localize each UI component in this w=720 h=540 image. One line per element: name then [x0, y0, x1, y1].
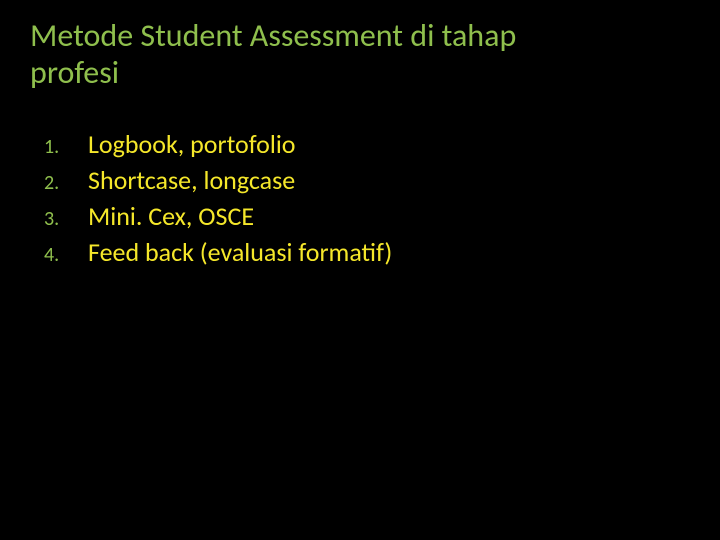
list-number: 3.	[44, 207, 88, 231]
list-item: 3. Mini. Cex, OSCE	[44, 200, 690, 232]
list-text: Shortcase, longcase	[88, 164, 690, 196]
list-item: 1. Logbook, portofolio	[44, 128, 690, 160]
title-line-2: profesi	[30, 53, 119, 92]
list-number: 1.	[44, 135, 88, 159]
title-line-1: Metode Student Assessment di tahap	[30, 16, 516, 55]
list-text: Feed back (evaluasi formatif)	[88, 236, 690, 268]
list-item: 4. Feed back (evaluasi formatif)	[44, 236, 690, 268]
slide-title: Metode Student Assessment di tahap profe…	[30, 18, 690, 92]
assessment-list: 1. Logbook, portofolio 2. Shortcase, lon…	[30, 128, 690, 268]
list-text: Mini. Cex, OSCE	[88, 200, 690, 232]
list-text: Logbook, portofolio	[88, 128, 690, 160]
list-number: 4.	[44, 243, 88, 267]
slide: Metode Student Assessment di tahap profe…	[0, 0, 720, 540]
list-item: 2. Shortcase, longcase	[44, 164, 690, 196]
list-number: 2.	[44, 171, 88, 195]
